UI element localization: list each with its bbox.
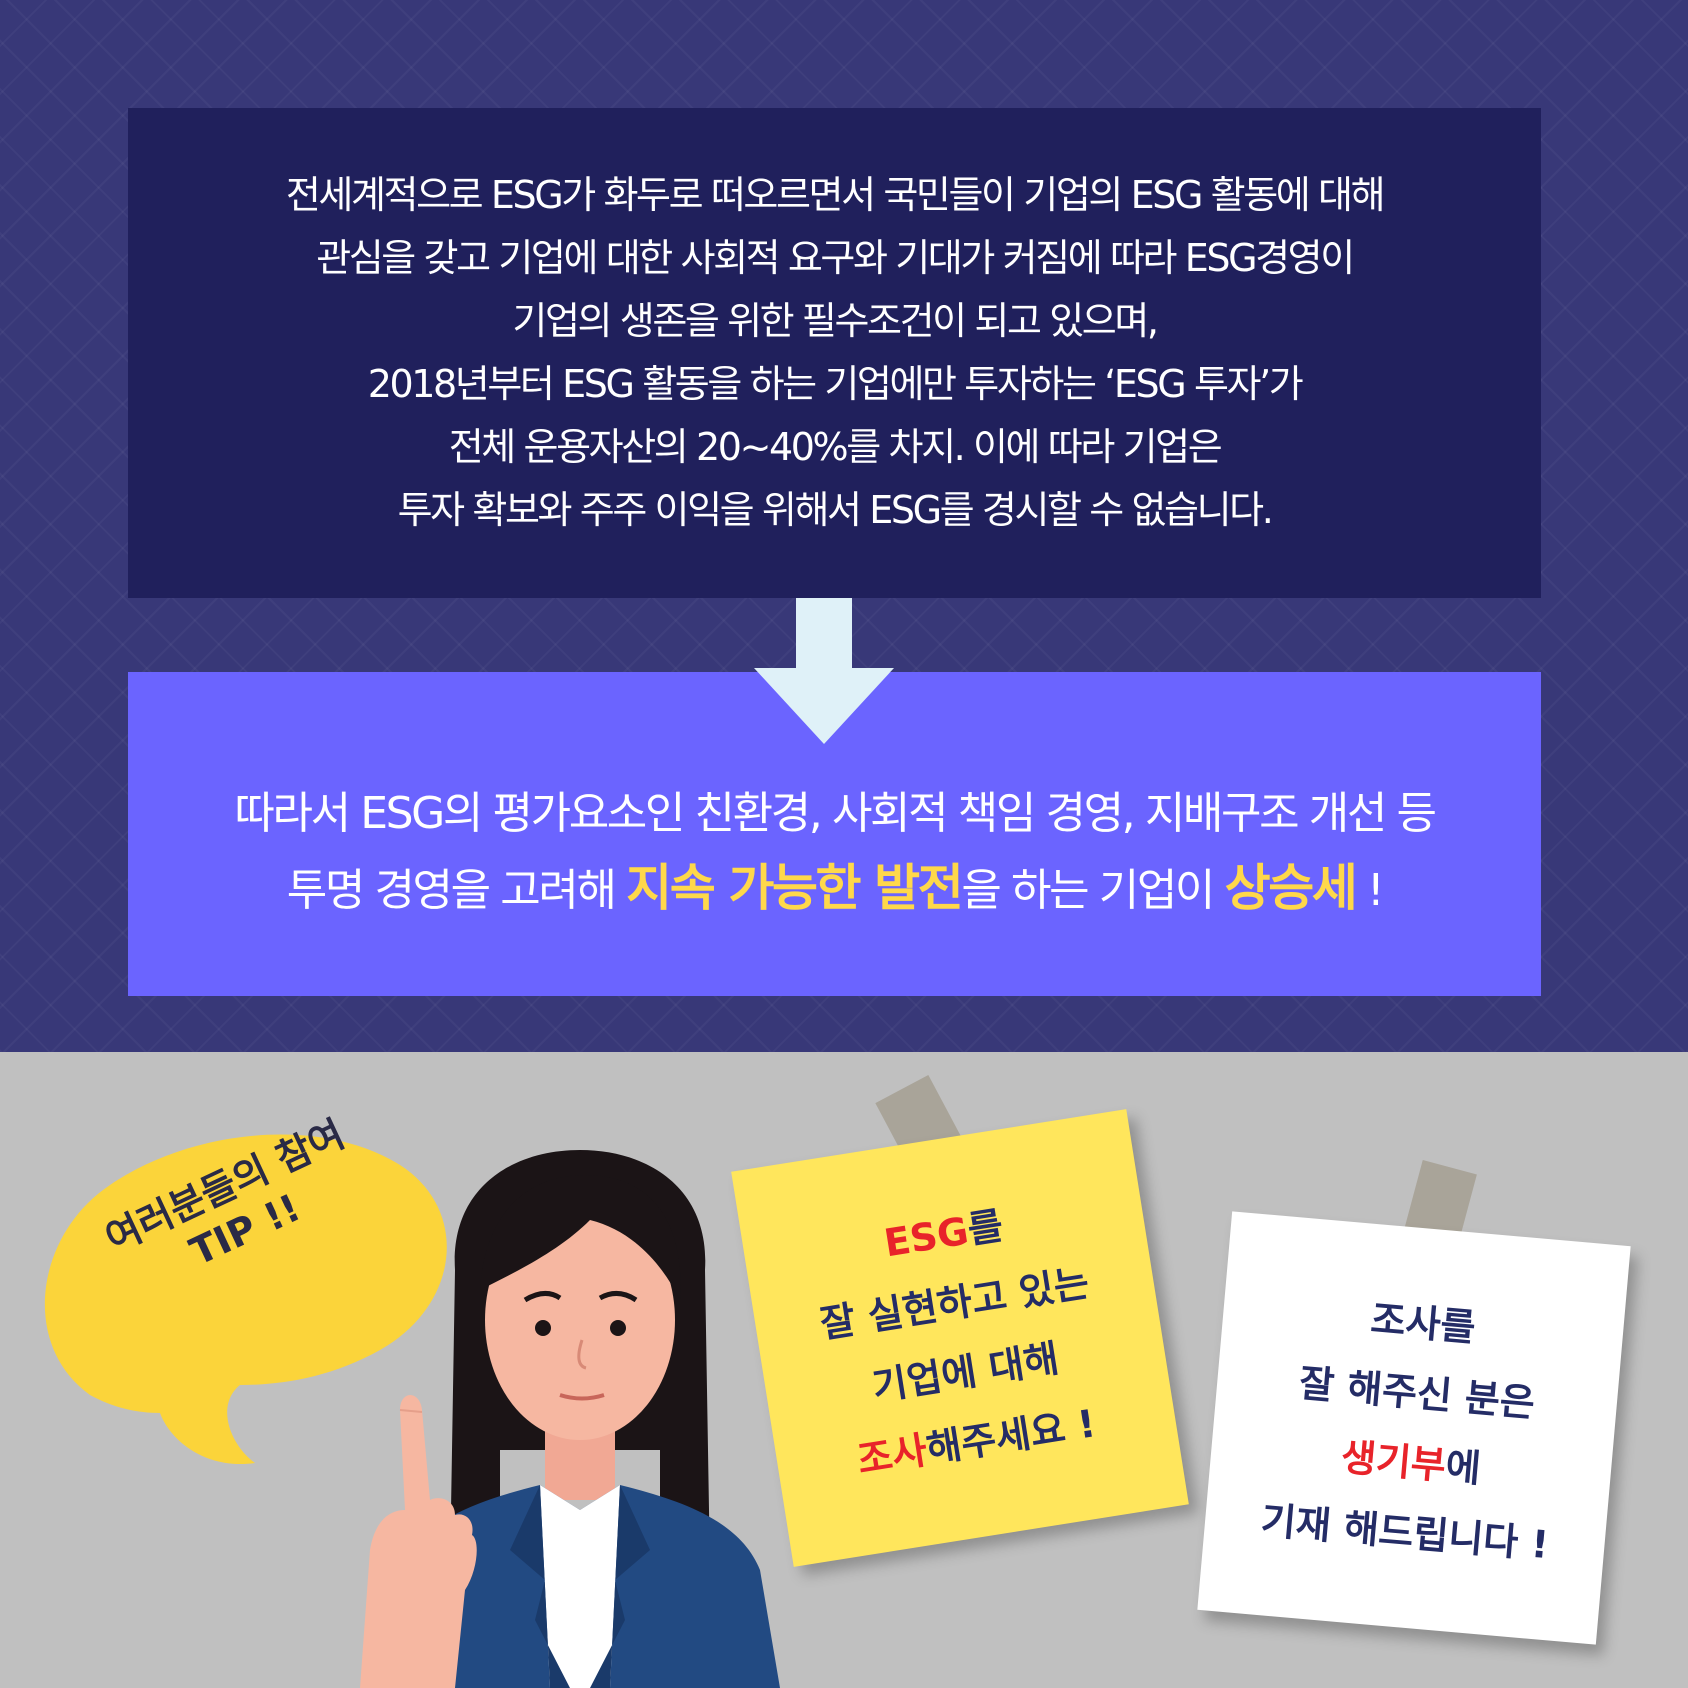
conclusion-line-1: 따라서 ESG의 평가요소인 친환경, 사회적 책임 경영, 지배구조 개선 등 — [234, 787, 1437, 839]
intro-line-6: 투자 확보와 주주 이익을 위해서 ESG를 경시할 수 없습니다. — [397, 488, 1274, 532]
down-arrow-icon — [754, 598, 894, 744]
conclusion-text-a: 투명 경영을 고려해 — [286, 864, 627, 916]
white-note-line-3-rest: 에 — [1443, 1443, 1483, 1491]
white-note-line-1: 조사를 — [1368, 1296, 1478, 1350]
yellow-note-line-4-rest: 해주세요 ! — [923, 1401, 1099, 1472]
white-note-line-3: 생기부에 — [1338, 1422, 1483, 1504]
highlight-rising-trend: 상승세 — [1224, 858, 1358, 917]
speech-bubble — [44, 1134, 447, 1465]
intro-line-5: 전체 운용자산의 20~40%를 차지. 이에 따라 기업은 — [448, 425, 1223, 469]
highlight-sustainable-development: 지속 가능한 발전 — [626, 858, 964, 917]
yellow-note-esg: ESG — [881, 1208, 972, 1266]
white-note-record: 생기부 — [1339, 1434, 1448, 1488]
conclusion-text-c: ! — [1355, 864, 1385, 916]
white-note-line-2: 잘 해주신 분은 — [1297, 1360, 1537, 1426]
white-note-line-4: 기재 해드립니다 ! — [1259, 1498, 1551, 1568]
intro-line-4: 2018년부터 ESG 활동을 하는 기업에만 투자하는 ‘ESG 투자’가 — [367, 362, 1304, 406]
sticky-note-white: 조사를 잘 해주신 분은 생기부에 기재 해드립니다 ! — [1197, 1211, 1631, 1645]
woman-illustration — [360, 1150, 780, 1688]
intro-box: 전세계적으로 ESG가 화두로 떠오르면서 국민들이 기업의 ESG 활동에 대… — [128, 108, 1541, 598]
top-background: 전세계적으로 ESG가 화두로 떠오르면서 국민들이 기업의 ESG 활동에 대… — [0, 0, 1688, 1052]
intro-line-3: 기업의 생존을 위한 필수조건이 되고 있으며, — [512, 299, 1159, 343]
conclusion-text-b: 을 하는 기업이 — [961, 864, 1225, 916]
sticky-note-yellow: ESG를 잘 실현하고 있는 기업에 대해 조사해주세요 ! — [731, 1109, 1189, 1567]
intro-line-1: 전세계적으로 ESG가 화두로 떠오르면서 국민들이 기업의 ESG 활동에 대… — [285, 173, 1386, 217]
yellow-note-research: 조사 — [854, 1427, 931, 1483]
conclusion-line-2: 투명 경영을 고려해 지속 가능한 발전을 하는 기업이 상승세 ! — [286, 851, 1385, 928]
intro-line-2: 관심을 갖고 기업에 대한 사회적 요구와 기대가 커짐에 따라 ESG경영이 — [316, 236, 1355, 280]
yellow-note-line-1-rest: 를 — [964, 1203, 1007, 1253]
